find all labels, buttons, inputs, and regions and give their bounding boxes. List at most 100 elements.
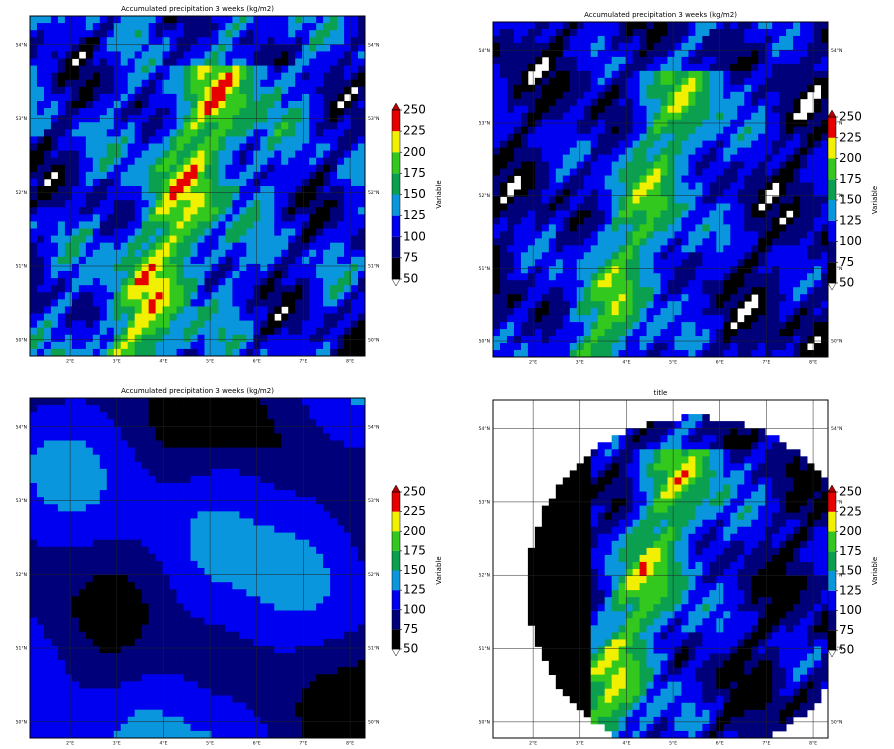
map-cell xyxy=(246,348,254,357)
map-cell xyxy=(204,271,212,279)
map-cell xyxy=(744,126,752,135)
map-cell xyxy=(716,217,724,225)
map-cell xyxy=(57,292,66,300)
map-cell xyxy=(57,532,66,541)
map-cell xyxy=(218,228,226,236)
map-cell xyxy=(639,49,647,58)
map-cell xyxy=(709,49,717,58)
map-cell xyxy=(64,617,73,626)
map-cell xyxy=(232,249,240,258)
map-cell xyxy=(716,189,724,197)
map-cell xyxy=(576,22,585,30)
map-cell xyxy=(30,235,38,244)
map-cell xyxy=(50,122,59,130)
map-cell xyxy=(295,221,303,229)
map-cell xyxy=(190,348,198,357)
map-cell xyxy=(43,730,52,739)
map-cell xyxy=(281,79,289,88)
map-cell xyxy=(176,320,184,329)
map-cell xyxy=(30,341,38,350)
map-cell xyxy=(597,252,606,260)
map-cell xyxy=(71,164,80,173)
map-cell xyxy=(295,292,303,300)
map-cell xyxy=(260,115,268,123)
map-cell xyxy=(309,86,317,95)
map-cell xyxy=(730,231,738,239)
map-cell xyxy=(71,65,80,74)
map-cell xyxy=(253,200,261,208)
map-cell xyxy=(632,343,640,351)
map-cell xyxy=(632,266,640,274)
map-cell xyxy=(57,518,66,526)
colorbar-tick-label: 100 xyxy=(403,229,426,243)
map-cell xyxy=(30,93,38,102)
map-cell xyxy=(148,200,157,208)
map-cell xyxy=(513,35,522,44)
map-cell xyxy=(162,86,170,95)
map-cell xyxy=(57,306,66,314)
map-cell xyxy=(204,214,212,222)
map-cell xyxy=(611,22,620,30)
map-cell xyxy=(765,161,773,169)
map-cell xyxy=(646,42,654,51)
map-cell xyxy=(625,259,633,267)
map-cell xyxy=(267,320,275,329)
map-cell xyxy=(337,249,345,258)
map-cell xyxy=(660,28,668,37)
map-cell xyxy=(548,182,557,190)
map-cell xyxy=(611,161,620,169)
map-cell xyxy=(36,16,45,24)
map-cell xyxy=(134,72,143,81)
map-cell xyxy=(50,468,59,477)
map-cell xyxy=(351,143,359,151)
map-cell xyxy=(302,30,310,38)
map-cell xyxy=(57,271,66,279)
map-cell xyxy=(772,336,780,344)
map-cell xyxy=(506,196,515,204)
map-cell xyxy=(99,150,108,159)
map-cell xyxy=(253,108,261,116)
colorbar-segment xyxy=(828,241,836,263)
map-cell xyxy=(134,143,143,151)
map-cell xyxy=(106,285,115,293)
map-cell xyxy=(737,294,745,302)
map-cell xyxy=(618,112,627,121)
map-cell xyxy=(604,343,613,351)
map-cell xyxy=(30,631,38,640)
map-cell xyxy=(330,37,338,45)
map-cell xyxy=(204,37,212,45)
map-cell xyxy=(541,315,550,323)
map-cell xyxy=(302,263,310,272)
map-cell xyxy=(639,133,647,142)
map-cell xyxy=(351,157,359,166)
map-cell xyxy=(309,37,317,45)
map-cell xyxy=(43,200,52,208)
map-cell xyxy=(527,189,536,197)
map-cell xyxy=(667,35,675,44)
map-cell xyxy=(604,98,613,107)
map-cell xyxy=(274,299,282,307)
map-cell xyxy=(534,133,543,142)
map-cell xyxy=(667,84,675,93)
map-cell xyxy=(106,178,115,187)
map-cell xyxy=(513,294,522,302)
map-cell xyxy=(793,77,801,86)
map-cell xyxy=(737,63,745,72)
map-cell xyxy=(288,16,296,24)
map-cell xyxy=(513,42,522,51)
map-cell xyxy=(225,79,233,88)
map-cell xyxy=(751,70,759,79)
map-cell xyxy=(57,341,66,350)
map-cell xyxy=(793,147,801,156)
map-cell xyxy=(169,299,177,307)
map-cell xyxy=(681,273,689,281)
map-cell xyxy=(30,560,38,569)
map-cell xyxy=(43,263,52,272)
map-cell xyxy=(57,242,66,251)
map-cell xyxy=(211,37,219,45)
map-cell xyxy=(176,44,184,52)
map-cell xyxy=(30,30,38,38)
map-cell xyxy=(758,77,766,86)
map-cell xyxy=(576,133,585,142)
map-cell xyxy=(597,70,606,79)
